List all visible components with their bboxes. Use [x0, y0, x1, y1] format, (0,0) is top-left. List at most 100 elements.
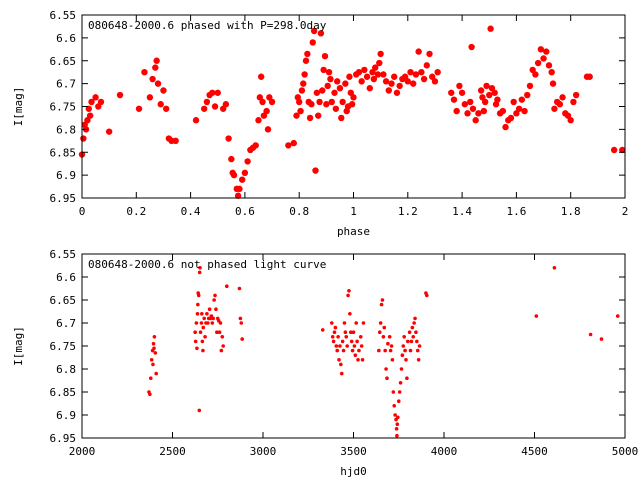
phased-data-point [355, 68, 363, 76]
raw-data-point [408, 348, 413, 353]
phased-data-point [361, 66, 368, 74]
raw-data-point [392, 404, 397, 408]
raw-points-group [147, 266, 620, 438]
raw-data-point [359, 344, 364, 348]
phased-chart-title: 080648-2000.6 phased with P=298.0day [88, 19, 327, 32]
phased-data-point [296, 98, 303, 106]
phased-data-point [363, 73, 371, 80]
phased-data-point [342, 80, 349, 87]
phased-y-tick-label: 6.55 [50, 9, 77, 22]
raw-data-point [355, 339, 359, 344]
phased-data-point [268, 98, 276, 106]
phased-data-point [374, 71, 382, 78]
raw-data-point [360, 358, 365, 362]
phased-data-point [468, 43, 475, 51]
phased-y-axis-label: I[mag] [12, 87, 25, 127]
raw-data-point [238, 316, 243, 321]
phased-data-point [257, 73, 265, 80]
raw-x-tick-label: 2500 [159, 445, 186, 458]
phased-x-tick-label: 1.2 [398, 205, 418, 218]
phased-data-point [385, 87, 392, 94]
raw-data-point [240, 337, 244, 341]
raw-data-point [331, 339, 336, 344]
phased-data-point [458, 89, 466, 96]
phased-data-point [141, 68, 148, 76]
raw-data-point [200, 312, 204, 316]
raw-data-point [386, 341, 390, 346]
phased-data-point [154, 80, 162, 87]
phased-data-point [423, 62, 431, 69]
raw-data-point [395, 422, 400, 427]
phased-data-point [315, 112, 322, 119]
phased-data-point [209, 89, 216, 96]
raw-y-tick-label: 6.95 [50, 432, 77, 445]
raw-data-point [416, 358, 421, 362]
raw-data-point [398, 381, 403, 385]
phased-data-point [302, 57, 310, 64]
phased-data-point [325, 68, 333, 76]
phased-data-point [263, 107, 270, 115]
phased-data-point [331, 89, 338, 96]
phased-data-point [300, 80, 307, 87]
phased-data-point [86, 112, 94, 119]
phased-data-point [393, 89, 401, 96]
phased-data-point [222, 101, 230, 108]
phased-data-point [317, 30, 325, 37]
phased-y-tick-label: 6.6 [56, 32, 76, 45]
phased-data-point [556, 101, 564, 108]
raw-data-point [345, 344, 349, 348]
phased-data-point [298, 87, 306, 94]
phased-data-point [211, 103, 219, 110]
phased-data-point [323, 101, 330, 108]
phased-data-point [472, 117, 479, 124]
phased-data-point [92, 94, 99, 101]
phased-data-point [264, 126, 272, 133]
raw-data-point [320, 328, 325, 332]
phased-data-point [382, 78, 390, 85]
phased-data-point [308, 101, 315, 108]
phased-data-point [312, 167, 319, 174]
raw-data-point [148, 376, 153, 381]
phased-data-point [306, 114, 314, 122]
raw-data-point [218, 321, 223, 325]
phased-y-tick-label: 6.8 [56, 123, 76, 136]
phased-data-point [572, 91, 580, 99]
raw-data-point [402, 335, 406, 339]
raw-x-tick-label: 3500 [340, 445, 367, 458]
phased-data-point [586, 73, 593, 80]
phased-x-tick-label: 1.8 [561, 205, 581, 218]
phased-data-point [88, 98, 95, 106]
phased-data-point [464, 110, 471, 117]
phased-data-point [309, 39, 316, 46]
phased-data-point [214, 89, 221, 96]
phased-data-point [238, 176, 246, 183]
raw-data-point [348, 330, 353, 335]
raw-data-point [210, 321, 215, 325]
raw-axis-ticks: 2000 2500 3000 3500 4000 4500 5000 6.55 6.6 6.65 6… [50, 248, 639, 458]
phased-data-point [477, 87, 485, 94]
phased-data-point [467, 98, 474, 106]
raw-data-point [206, 321, 210, 325]
phased-data-point [338, 114, 345, 122]
phased-data-point [526, 82, 534, 90]
raw-y-axis-label: I[mag] [12, 326, 25, 366]
phased-light-curve-panel: 0 0.2 0.4 0.6 0.8 1 1.2 1.4 1.6 1.8 2 6.55 6.6 6.65 6.… [12, 9, 628, 238]
raw-data-point [348, 312, 352, 316]
phased-data-point [348, 101, 356, 108]
phased-data-point [540, 55, 547, 62]
raw-data-point [212, 298, 216, 302]
phased-data-point [532, 71, 539, 78]
phased-data-point [494, 96, 501, 103]
raw-data-point [387, 335, 392, 339]
raw-data-point [213, 293, 217, 298]
raw-data-point [391, 390, 396, 394]
phased-data-point [426, 50, 433, 58]
phased-data-point [366, 85, 373, 92]
raw-data-point [337, 358, 341, 362]
phased-x-tick-label: 1 [350, 205, 357, 218]
phased-data-point [334, 78, 341, 85]
phased-data-point [469, 105, 477, 112]
phased-data-point [521, 107, 528, 115]
phased-data-point [328, 98, 335, 106]
phased-data-point [313, 89, 321, 96]
